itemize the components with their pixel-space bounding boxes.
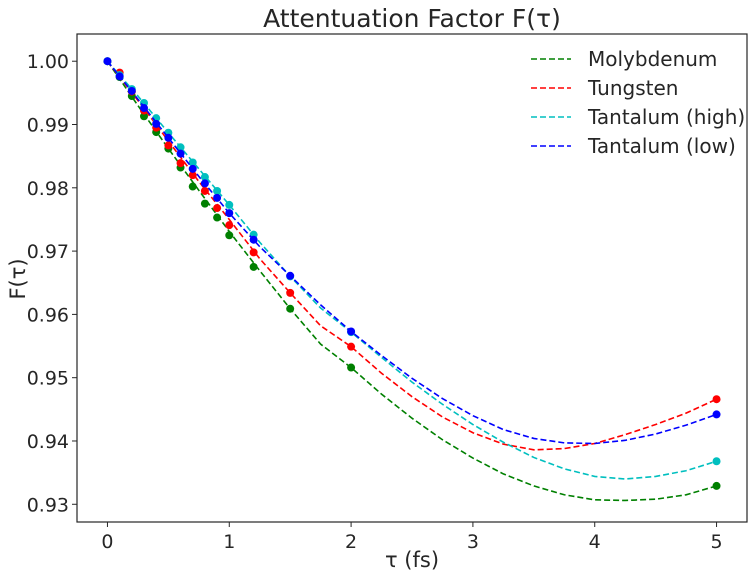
data-point xyxy=(200,186,209,195)
y-tick-label: 0.96 xyxy=(27,304,69,326)
data-point xyxy=(213,213,222,222)
data-point xyxy=(176,149,185,158)
x-tick-label: 0 xyxy=(101,531,113,553)
data-point xyxy=(712,410,721,419)
y-tick-label: 0.94 xyxy=(27,431,69,453)
y-tick-label: 0.95 xyxy=(27,368,69,390)
chart-title: Attentuation Factor F(τ) xyxy=(263,4,561,33)
data-point xyxy=(164,141,173,150)
data-point xyxy=(140,104,148,113)
data-point xyxy=(188,171,197,180)
x-tick-label: 2 xyxy=(345,531,357,553)
data-point xyxy=(286,288,295,297)
y-axis: 0.93 0.94 0.95 0.96 0.97 0.98 0.99 1.00 xyxy=(27,51,77,516)
data-point xyxy=(115,72,124,81)
legend-label: Tungsten xyxy=(587,76,678,100)
x-axis-title: τ (fs) xyxy=(385,548,439,572)
data-point xyxy=(347,363,356,372)
data-point xyxy=(286,304,295,313)
data-point xyxy=(712,457,721,466)
data-point xyxy=(188,182,197,191)
legend-label: Tantalum (low) xyxy=(587,134,736,158)
y-axis-title: F(τ) xyxy=(6,258,30,299)
y-tick-label: 0.98 xyxy=(27,178,69,200)
legend-label: Molybdenum xyxy=(588,47,717,71)
series-line-2 xyxy=(106,60,717,480)
data-point xyxy=(200,199,209,208)
x-tick-label: 4 xyxy=(589,531,601,553)
data-point xyxy=(286,271,295,280)
data-point xyxy=(225,231,234,240)
data-point xyxy=(249,235,258,244)
data-point xyxy=(213,204,222,213)
data-point xyxy=(712,481,721,490)
y-tick-label: 1.00 xyxy=(27,51,69,73)
x-tick-label: 5 xyxy=(710,531,722,553)
data-point xyxy=(249,248,258,257)
y-tick-label: 0.97 xyxy=(27,241,69,263)
series-line-3 xyxy=(106,60,717,445)
plot-area xyxy=(103,57,721,502)
y-tick-label: 0.99 xyxy=(27,115,69,137)
legend-label: Tantalum (high) xyxy=(587,105,745,129)
x-axis: 0 1 2 3 4 5 xyxy=(101,522,723,553)
data-point xyxy=(225,200,234,209)
data-point xyxy=(200,173,209,182)
data-point xyxy=(140,112,148,121)
y-tick-label: 0.93 xyxy=(27,494,69,516)
data-point xyxy=(127,86,136,95)
data-point xyxy=(213,193,222,202)
series-line-0 xyxy=(106,60,717,502)
data-point xyxy=(188,158,197,167)
plot-frame xyxy=(76,33,748,523)
data-point xyxy=(152,119,161,128)
data-point xyxy=(200,179,209,188)
data-point xyxy=(213,186,222,195)
data-point xyxy=(347,342,356,351)
data-point xyxy=(176,143,185,152)
x-tick-label: 1 xyxy=(223,531,235,553)
series-line-1 xyxy=(106,60,717,451)
data-point xyxy=(225,209,234,218)
data-point xyxy=(176,159,185,168)
data-point xyxy=(164,133,173,142)
data-point xyxy=(249,262,258,271)
data-point xyxy=(347,327,356,336)
data-point xyxy=(188,164,197,173)
legend: Molybdenum Tungsten Tantalum (high) Tantalu… xyxy=(531,47,745,158)
data-point xyxy=(225,221,234,230)
data-point xyxy=(103,57,112,66)
data-point xyxy=(712,395,721,404)
x-tick-label: 3 xyxy=(467,531,479,553)
